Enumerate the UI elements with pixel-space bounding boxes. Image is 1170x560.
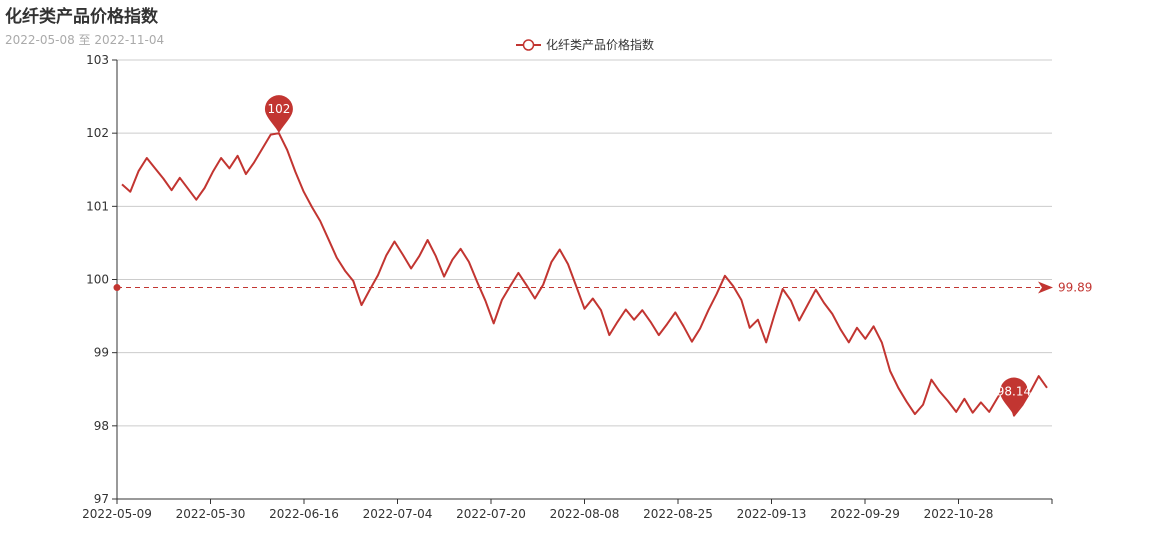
y-tick-label: 98 [94,419,109,433]
y-tick-labels: 97 98 99 100 101 102 103 [86,53,109,506]
max-mark-point-shape [264,95,293,134]
average-line-arrow [1038,281,1053,294]
y-tick-label: 101 [86,199,109,213]
mark-points: 102 98.14 [264,95,1031,416]
y-tick-label: 103 [86,53,109,67]
average-line-start-dot [113,284,121,292]
chart-subtitle: 2022-05-08 至 2022-11-04 [5,33,165,47]
average-mark-line: 99.89 [113,281,1092,295]
x-tick-label: 2022-09-13 [737,507,807,521]
series-line-group [121,132,1048,417]
x-tick-label: 2022-07-20 [456,507,526,521]
y-tick-label: 100 [86,273,109,287]
x-tick-label: 2022-05-09 [82,507,152,521]
x-tick-label: 2022-08-25 [643,507,713,521]
y-tick-label: 102 [86,126,109,140]
y-tick-label: 99 [94,346,109,360]
average-line-label: 99.89 [1058,281,1092,295]
y-tick-label: 97 [94,492,109,506]
x-tick-label: 2022-06-16 [269,507,339,521]
axes [112,59,1053,504]
x-tick-label: 2022-10-28 [924,507,994,521]
series-line [121,132,1048,417]
min-mark-point-shape [999,377,1028,416]
x-tick-labels: 2022-05-09 2022-05-30 2022-06-16 2022-07-04… [82,507,993,521]
x-tick-label: 2022-09-29 [830,507,900,521]
x-tick-label: 2022-08-08 [550,507,620,521]
legend[interactable]: 化纤类产品价格指数 [516,37,654,52]
x-tick-label: 2022-07-04 [363,507,433,521]
min-mark-point: 98.14 [997,377,1031,416]
x-tick-label: 2022-05-30 [176,507,246,521]
legend-item-label[interactable]: 化纤类产品价格指数 [546,37,654,52]
max-mark-point-label: 102 [267,102,290,116]
grid-lines [117,59,1052,427]
chart-title: 化纤类产品价格指数 [5,7,158,27]
legend-symbol-circle [522,39,535,51]
min-mark-point-label: 98.14 [997,385,1031,399]
max-mark-point: 102 [264,95,293,134]
